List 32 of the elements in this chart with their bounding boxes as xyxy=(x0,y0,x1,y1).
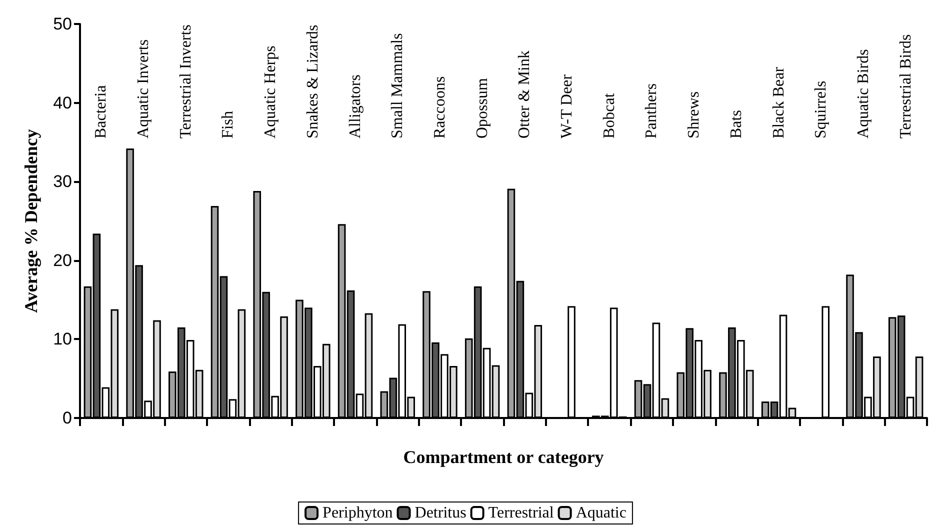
x-tick-label: Fish xyxy=(220,110,237,139)
x-tick-label: Terrestrial Inverts xyxy=(177,24,194,139)
x-tick-label: Bobcat xyxy=(600,92,618,139)
x-tick-label: Aquatic Birds xyxy=(854,49,872,139)
x-tick-label: Bats xyxy=(728,110,745,139)
y-tick-label: 50 xyxy=(53,14,72,34)
x-tick-label: Panthers xyxy=(643,83,660,139)
y-axis-title: Average % Dependency xyxy=(21,129,41,313)
x-tick-label: Alligators xyxy=(346,74,364,139)
x-tick-label: Shrews xyxy=(686,91,703,139)
legend-label: Periphyton xyxy=(322,504,393,522)
y-tick-label: 30 xyxy=(53,172,72,192)
x-tick-label: W-T Deer xyxy=(558,74,576,139)
x-tick-label: Terrestrial Birds xyxy=(897,34,914,139)
x-tick-label: Black Bear xyxy=(770,66,788,139)
y-tick-label: 20 xyxy=(53,250,72,270)
legend-label: Terrestrial xyxy=(488,504,554,522)
x-tick-label: Snakes & Lizards xyxy=(304,24,322,139)
x-tick-label: Opossum xyxy=(474,77,491,139)
x-tick-label: Aquatic Herps xyxy=(262,46,280,139)
legend-label: Aquatic xyxy=(576,504,626,522)
legend-label: Detritus xyxy=(414,504,466,522)
x-tick-label: Otter & Mink xyxy=(516,50,534,139)
y-tick-label: 10 xyxy=(53,330,72,349)
x-tick-label: Raccoons xyxy=(431,76,448,139)
y-tick-label: 0 xyxy=(62,408,72,428)
x-tick-label: Squirrels xyxy=(812,80,830,139)
x-axis-title: Compartment or category xyxy=(403,447,604,467)
y-tick-label: 40 xyxy=(53,93,72,112)
x-tick-label: Bacteria xyxy=(92,85,110,139)
x-tick-label: Small Mammals xyxy=(389,33,406,139)
x-tick-label: Aquatic Inverts xyxy=(135,39,152,139)
